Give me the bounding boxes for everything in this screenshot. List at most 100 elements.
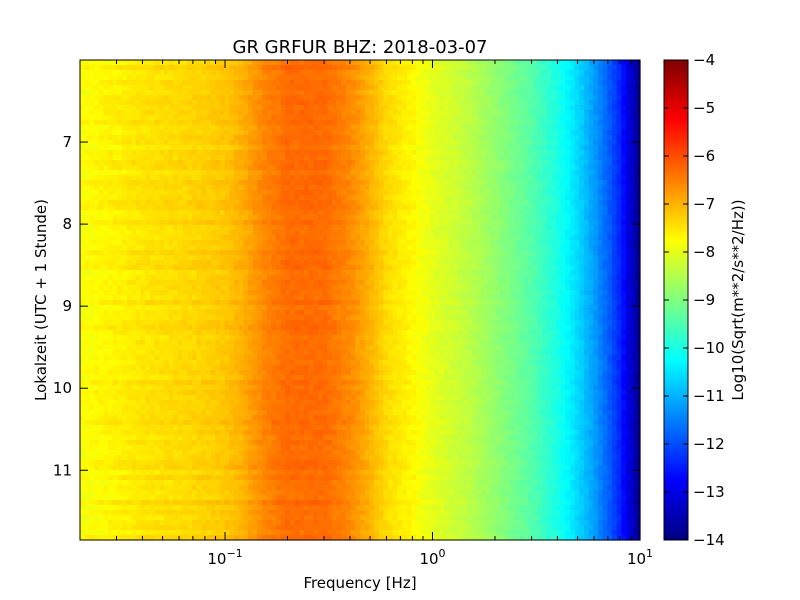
heatmap-cell [159, 220, 165, 226]
heatmap-cell [425, 65, 431, 71]
heatmap-cell [570, 255, 576, 261]
heatmap-cell [420, 170, 426, 176]
heatmap-cell [280, 150, 286, 156]
heatmap-cell [112, 65, 118, 71]
heatmap-cell [164, 180, 170, 186]
heatmap-cell [504, 95, 510, 101]
heatmap-cell [416, 80, 422, 86]
heatmap-cell [402, 90, 408, 96]
heatmap-cell [486, 230, 492, 236]
heatmap-cell [467, 95, 473, 101]
heatmap-cell [145, 220, 151, 226]
heatmap-cell [560, 170, 566, 176]
heatmap-cell [593, 250, 599, 256]
heatmap-cell [607, 80, 613, 86]
heatmap-cell [224, 125, 230, 131]
heatmap-cell [164, 220, 170, 226]
heatmap-cell [276, 175, 282, 181]
heatmap-cell [257, 140, 263, 146]
heatmap-cell [262, 65, 268, 71]
heatmap-cell [472, 160, 478, 166]
heatmap-cell [262, 85, 268, 91]
heatmap-cell [458, 60, 464, 66]
heatmap-cell [117, 175, 123, 181]
heatmap-cell [238, 105, 244, 111]
heatmap-cell [94, 170, 100, 176]
heatmap-cell [299, 95, 305, 101]
heatmap-cell [173, 215, 179, 221]
heatmap-cell [145, 115, 151, 121]
heatmap-cell [565, 225, 571, 231]
heatmap-cell [462, 130, 468, 136]
heatmap-cell [635, 190, 641, 196]
heatmap-cell [467, 200, 473, 206]
heatmap-cell [80, 60, 86, 66]
heatmap-cell [257, 125, 263, 131]
heatmap-cell [598, 175, 604, 181]
heatmap-cell [294, 235, 300, 241]
heatmap-cell [416, 210, 422, 216]
heatmap-cell [444, 165, 450, 171]
heatmap-cell [131, 115, 137, 121]
heatmap-cell [626, 65, 632, 71]
heatmap-cell [248, 170, 254, 176]
heatmap-cell [178, 185, 184, 191]
heatmap-cell [509, 160, 515, 166]
heatmap-cell [262, 125, 268, 131]
heatmap-cell [434, 130, 440, 136]
heatmap-cell [257, 135, 263, 141]
heatmap-cell [262, 175, 268, 181]
heatmap-cell [397, 240, 403, 246]
heatmap-cell [192, 100, 198, 106]
heatmap-cell [355, 80, 361, 86]
heatmap-cell [546, 95, 552, 101]
heatmap-cell [518, 110, 524, 116]
heatmap-cell [145, 210, 151, 216]
heatmap-cell [332, 95, 338, 101]
heatmap-cell [112, 140, 118, 146]
heatmap-cell [481, 120, 487, 126]
heatmap-cell [84, 130, 90, 136]
heatmap-cell [514, 190, 520, 196]
heatmap-cell [411, 130, 417, 136]
heatmap-cell [178, 105, 184, 111]
heatmap-cell [416, 255, 422, 261]
heatmap-cell [514, 90, 520, 96]
heatmap-cell [490, 65, 496, 71]
heatmap-cell [248, 230, 254, 236]
heatmap-cell [108, 250, 114, 256]
heatmap-cell [206, 145, 212, 151]
heatmap-cell [458, 90, 464, 96]
heatmap-cell [201, 75, 207, 81]
heatmap-cell [397, 175, 403, 181]
heatmap-cell [402, 180, 408, 186]
heatmap-cell [80, 70, 86, 76]
heatmap-cell [392, 65, 398, 71]
heatmap-cell [94, 145, 100, 151]
heatmap-cell [537, 160, 543, 166]
heatmap-cell [168, 210, 174, 216]
heatmap-cell [159, 165, 165, 171]
heatmap-cell [178, 220, 184, 226]
heatmap-cell [364, 90, 370, 96]
heatmap-cell [168, 215, 174, 221]
heatmap-cell [182, 265, 188, 271]
heatmap-cell [462, 150, 468, 156]
heatmap-cell [192, 255, 198, 261]
heatmap-cell [150, 210, 156, 216]
heatmap-cell [364, 175, 370, 181]
heatmap-cell [173, 265, 179, 271]
heatmap-cell [364, 235, 370, 241]
heatmap-cell [238, 110, 244, 116]
heatmap-cell [392, 225, 398, 231]
heatmap-cell [248, 160, 254, 166]
heatmap-cell [196, 205, 202, 211]
heatmap-cell [532, 250, 538, 256]
heatmap-cell [598, 115, 604, 121]
heatmap-cell [630, 180, 636, 186]
heatmap-cell [206, 235, 212, 241]
heatmap-cell [537, 190, 543, 196]
heatmap-cell [584, 195, 590, 201]
heatmap-cell [327, 185, 333, 191]
heatmap-cell [308, 140, 314, 146]
